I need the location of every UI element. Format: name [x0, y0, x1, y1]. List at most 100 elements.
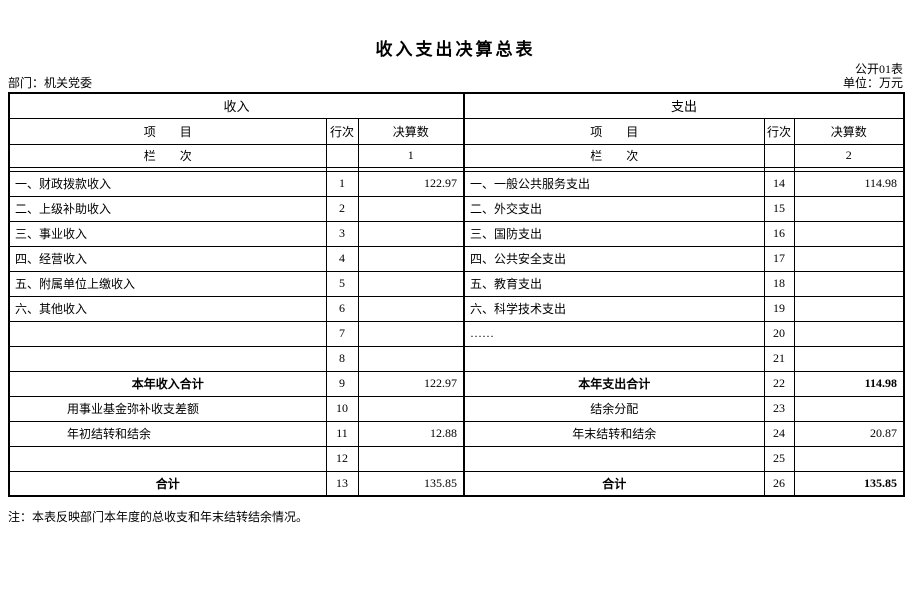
income-item-cell: 四、经营收入: [8, 245, 327, 272]
expense-column-index-label: 栏 次: [463, 143, 765, 168]
income-amount-cell: 122.97: [357, 170, 465, 197]
report-page: 收入支出决算总表 公开01表 部门：机关党委 单位：万元 收入 支出 项 目 行…: [0, 40, 908, 596]
expense-line-cell: 24: [763, 420, 795, 447]
income-line-cell: 10: [325, 395, 359, 422]
table-row: 一、财政拨款收入 1 122.97 一、一般公共服务支出 14 114.98: [8, 170, 905, 197]
income-item-cell: 年初结转和结余: [8, 420, 327, 447]
income-item-cell: 用事业基金弥补收支差额: [8, 395, 327, 422]
table-row: 8 21: [8, 345, 905, 372]
section-header-row: 收入 支出: [8, 92, 905, 119]
expense-item-column-header: 项 目: [463, 117, 765, 145]
expense-amount-cell: [793, 295, 905, 322]
expense-line-cell: 22: [763, 370, 795, 397]
table-row: 六、其他收入 6 六、科学技术支出 19: [8, 295, 905, 322]
footnote: 注：本表反映部门本年度的总收支和年末结转结余情况。: [8, 510, 309, 524]
income-line-cell: 7: [325, 320, 359, 347]
expense-item-cell: 二、外交支出: [463, 195, 765, 222]
expense-line-cell: 19: [763, 295, 795, 322]
unit-label: 单位：万元: [842, 76, 903, 90]
income-amount-cell: 122.97: [357, 370, 465, 397]
meta-line: 部门：机关党委 单位：万元: [8, 76, 903, 91]
income-amount-cell: [357, 270, 465, 297]
income-line-cell: 3: [325, 220, 359, 247]
expense-item-cell: 本年支出合计: [463, 370, 765, 397]
table-row: 7 …… 20: [8, 320, 905, 347]
income-amount-cell: 135.85: [357, 470, 465, 497]
expense-item-cell: 一、一般公共服务支出: [463, 170, 765, 197]
expense-amount-cell: 114.98: [793, 370, 905, 397]
income-item-cell: [8, 345, 327, 372]
expense-amount-cell: [793, 345, 905, 372]
income-item-cell: 三、事业收入: [8, 220, 327, 247]
expense-amount-cell: [793, 270, 905, 297]
expense-line-cell: 16: [763, 220, 795, 247]
income-item-cell: 五、附属单位上缴收入: [8, 270, 327, 297]
income-line-cell: 13: [325, 470, 359, 497]
expense-amount-cell: [793, 445, 905, 472]
income-amount-cell: [357, 395, 465, 422]
income-item-cell: 合计: [8, 470, 327, 497]
table-row: 三、事业收入 3 三、国防支出 16: [8, 220, 905, 247]
income-item-cell: 六、其他收入: [8, 295, 327, 322]
table-row: 用事业基金弥补收支差额 10 结余分配 23: [8, 395, 905, 422]
table-row-total: 合计 13 135.85 合计 26 135.85: [8, 470, 905, 497]
table-row: 二、上级补助收入 2 二、外交支出 15: [8, 195, 905, 222]
final-accounts-table: 收入 支出 项 目 行次 决算数 项 目 行次 决算数 栏 次 1 栏 次 2: [8, 92, 905, 497]
income-item-cell: [8, 320, 327, 347]
income-line-cell: 12: [325, 445, 359, 472]
expense-item-cell: 六、科学技术支出: [463, 295, 765, 322]
table-row-subtotal: 本年收入合计 9 122.97 本年支出合计 22 114.98: [8, 370, 905, 397]
income-amount-cell: [357, 345, 465, 372]
expense-line-cell: 23: [763, 395, 795, 422]
expense-item-cell: ……: [463, 320, 765, 347]
income-line-index-cell: [325, 143, 359, 168]
expense-item-cell: [463, 445, 765, 472]
income-amount-cell: [357, 295, 465, 322]
expense-line-cell: 26: [763, 470, 795, 497]
column-index-row: 栏 次 1 栏 次 2: [8, 143, 905, 168]
column-header-row: 项 目 行次 决算数 项 目 行次 决算数: [8, 117, 905, 145]
expense-line-index-cell: [763, 143, 795, 168]
income-line-cell: 4: [325, 245, 359, 272]
expense-amount-cell: [793, 245, 905, 272]
income-amount-cell: 12.88: [357, 420, 465, 447]
expense-amount-column-header: 决算数: [793, 117, 905, 145]
income-amount-cell: [357, 445, 465, 472]
expense-line-cell: 17: [763, 245, 795, 272]
income-line-cell: 9: [325, 370, 359, 397]
table-code-label: 公开01表: [854, 62, 903, 76]
expense-line-cell: 21: [763, 345, 795, 372]
income-line-column-header: 行次: [325, 117, 359, 145]
income-item-cell: [8, 445, 327, 472]
expense-item-cell: 合计: [463, 470, 765, 497]
expense-section-header: 支出: [463, 92, 905, 119]
expense-line-cell: 18: [763, 270, 795, 297]
department-label: 部门：机关党委: [8, 76, 93, 90]
income-item-cell: 二、上级补助收入: [8, 195, 327, 222]
income-amount-cell: [357, 320, 465, 347]
income-column-index-label: 栏 次: [8, 143, 327, 168]
income-line-cell: 5: [325, 270, 359, 297]
expense-amount-cell: [793, 195, 905, 222]
expense-item-cell: 年末结转和结余: [463, 420, 765, 447]
expense-item-cell: 三、国防支出: [463, 220, 765, 247]
income-amount-cell: [357, 195, 465, 222]
page-title: 收入支出决算总表: [375, 40, 536, 59]
income-amount-cell: [357, 220, 465, 247]
expense-amount-cell: [793, 220, 905, 247]
expense-item-cell: 四、公共安全支出: [463, 245, 765, 272]
income-line-cell: 1: [325, 170, 359, 197]
income-line-cell: 6: [325, 295, 359, 322]
table-row: 年初结转和结余 11 12.88 年末结转和结余 24 20.87: [8, 420, 905, 447]
expense-item-cell: [463, 345, 765, 372]
expense-amount-cell: [793, 395, 905, 422]
income-item-cell: 一、财政拨款收入: [8, 170, 327, 197]
table-row: 12 25: [8, 445, 905, 472]
expense-line-cell: 20: [763, 320, 795, 347]
income-column-index: 1: [357, 143, 465, 168]
expense-item-cell: 结余分配: [463, 395, 765, 422]
income-section-header: 收入: [8, 92, 465, 119]
income-line-cell: 8: [325, 345, 359, 372]
income-line-cell: 11: [325, 420, 359, 447]
expense-line-column-header: 行次: [763, 117, 795, 145]
